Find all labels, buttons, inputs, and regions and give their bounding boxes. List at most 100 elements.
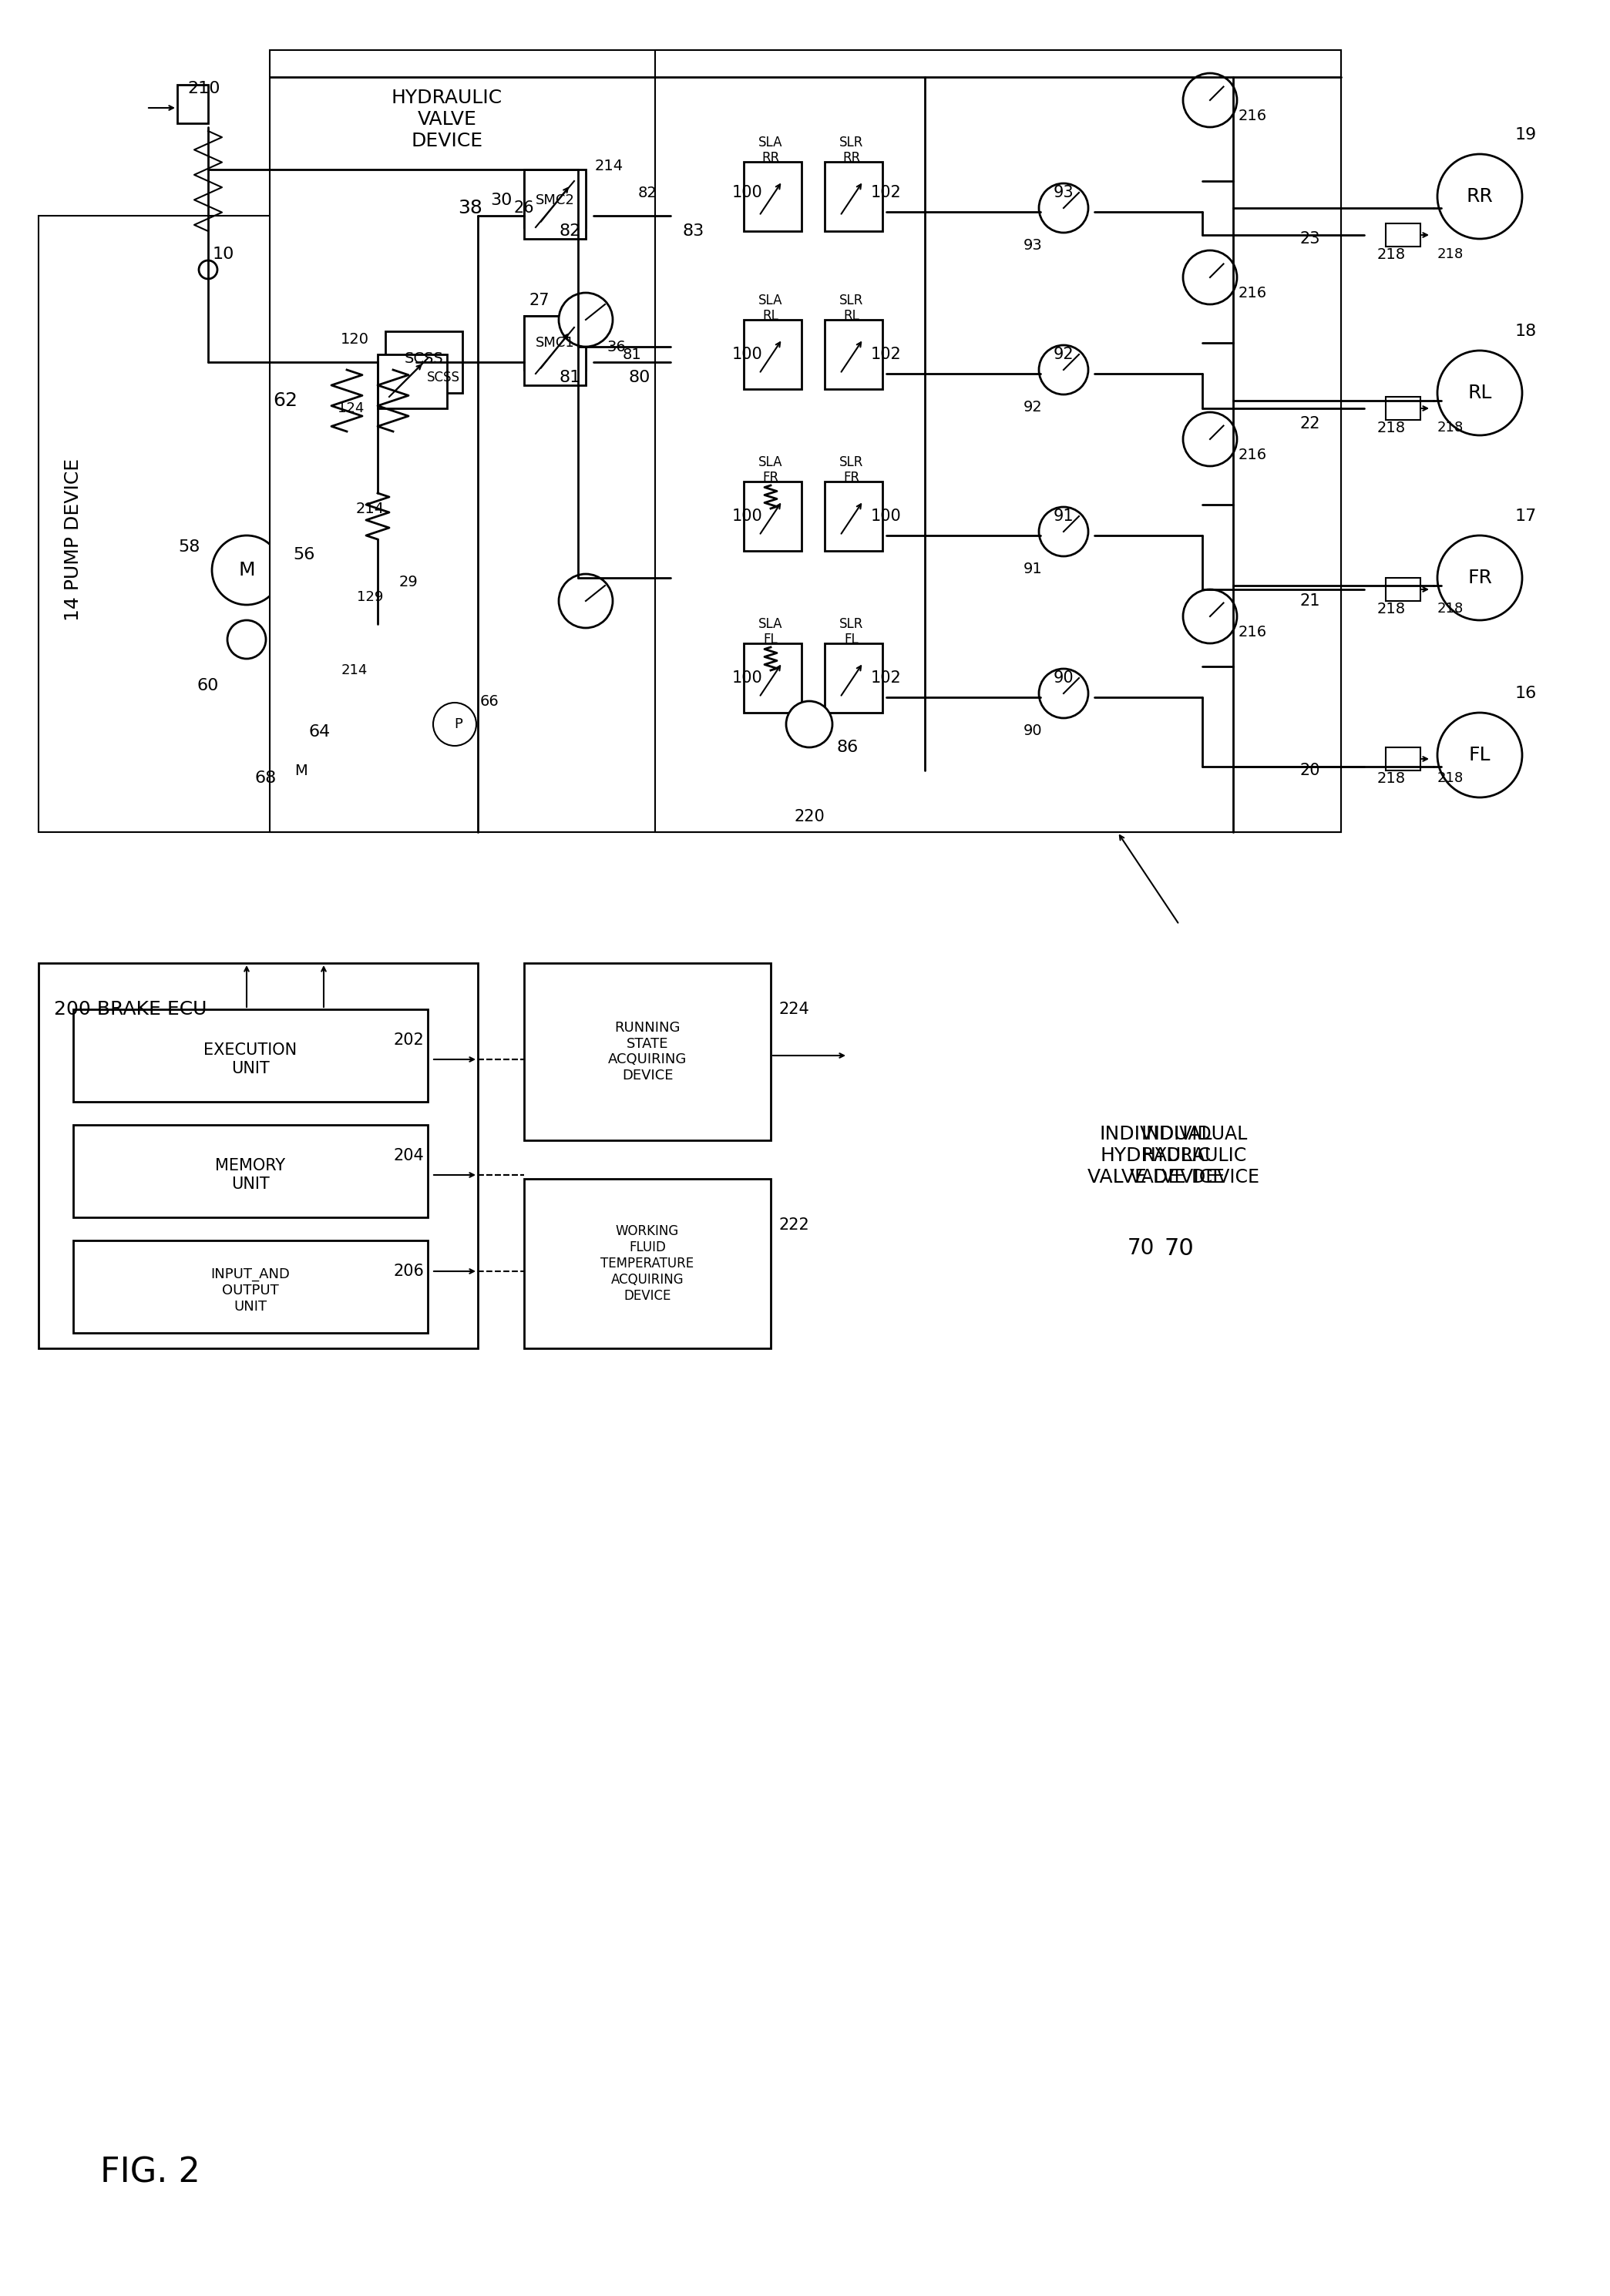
Circle shape <box>559 574 613 627</box>
Circle shape <box>433 703 477 746</box>
Text: SMC1: SMC1 <box>536 335 575 349</box>
Text: 202: 202 <box>393 1033 423 1047</box>
Text: FR: FR <box>1467 569 1492 588</box>
Text: 86: 86 <box>837 739 858 755</box>
Text: 92: 92 <box>1053 347 1074 363</box>
Text: 93: 93 <box>1024 239 1042 253</box>
Text: 19: 19 <box>1515 126 1538 142</box>
Text: 18: 18 <box>1515 324 1538 340</box>
Circle shape <box>1038 184 1088 232</box>
Text: 102: 102 <box>871 347 902 363</box>
Circle shape <box>277 664 324 709</box>
Bar <box>39 216 478 831</box>
Circle shape <box>1038 344 1088 395</box>
Bar <box>525 317 586 386</box>
Text: 83: 83 <box>683 223 705 239</box>
Bar <box>525 317 586 370</box>
Text: 100: 100 <box>871 507 902 523</box>
Circle shape <box>786 700 832 748</box>
Text: WORKING
FLUID
TEMPERATURE
ACQUIRING
DEVICE: WORKING FLUID TEMPERATURE ACQUIRING DEVI… <box>601 1224 694 1302</box>
Text: 22: 22 <box>1299 416 1320 432</box>
Text: RR: RR <box>1467 188 1492 207</box>
Text: SLA
FL: SLA FL <box>758 618 782 647</box>
Text: 58: 58 <box>177 540 200 556</box>
Text: 10: 10 <box>213 246 235 262</box>
Text: P: P <box>454 716 462 730</box>
Text: SLR
FL: SLR FL <box>839 618 863 647</box>
Text: 214: 214 <box>341 664 367 677</box>
Text: 68: 68 <box>254 771 277 785</box>
Text: 90: 90 <box>1024 723 1042 737</box>
Text: 210: 210 <box>188 80 221 96</box>
Text: SLA
RR: SLA RR <box>758 135 782 165</box>
Bar <box>744 319 802 388</box>
Bar <box>72 1010 428 1102</box>
Text: 70: 70 <box>1164 1238 1195 1258</box>
Text: 80: 80 <box>630 370 650 386</box>
Text: 218: 218 <box>1438 771 1463 785</box>
Circle shape <box>200 259 217 278</box>
Text: 27: 27 <box>530 294 549 308</box>
Circle shape <box>213 535 282 604</box>
Bar <box>39 962 478 1348</box>
Text: 216: 216 <box>1238 108 1267 124</box>
Text: 14 PUMP DEVICE: 14 PUMP DEVICE <box>64 457 82 620</box>
Bar <box>72 1125 428 1217</box>
Circle shape <box>1183 413 1236 466</box>
Text: 102: 102 <box>871 670 902 687</box>
Text: SMC2: SMC2 <box>535 193 575 207</box>
Bar <box>332 363 415 432</box>
Circle shape <box>1038 507 1088 556</box>
Text: 38: 38 <box>457 200 483 218</box>
Bar <box>655 51 1341 831</box>
Circle shape <box>227 620 266 659</box>
Bar <box>824 482 882 551</box>
Circle shape <box>1438 712 1521 797</box>
Bar <box>744 643 802 712</box>
Bar <box>744 482 802 551</box>
Text: 206: 206 <box>393 1263 423 1279</box>
Text: 26: 26 <box>514 200 535 216</box>
Bar <box>177 85 208 124</box>
Text: 17: 17 <box>1515 507 1538 523</box>
Text: 81: 81 <box>559 370 581 386</box>
Text: SLA
FR: SLA FR <box>758 455 782 484</box>
Text: 90: 90 <box>1053 670 1074 687</box>
Bar <box>824 643 882 712</box>
Ellipse shape <box>285 358 332 436</box>
Circle shape <box>1183 250 1236 305</box>
Text: 29: 29 <box>399 574 419 590</box>
Bar <box>1386 748 1420 771</box>
Text: 124: 124 <box>338 402 364 416</box>
Text: 214: 214 <box>594 158 623 172</box>
Text: 82: 82 <box>559 223 581 239</box>
Circle shape <box>1038 668 1088 719</box>
Text: 70: 70 <box>1127 1238 1154 1258</box>
Bar <box>525 174 586 227</box>
Text: 216: 216 <box>1238 448 1267 461</box>
Text: HYDRAULIC
VALVE
DEVICE: HYDRAULIC VALVE DEVICE <box>391 90 502 149</box>
Bar <box>1386 397 1420 420</box>
Text: RL: RL <box>1468 383 1492 402</box>
Text: 218: 218 <box>1438 248 1463 262</box>
Text: 64: 64 <box>309 723 330 739</box>
Text: 60: 60 <box>196 677 219 693</box>
Text: 216: 216 <box>1238 285 1267 301</box>
Text: 224: 224 <box>779 1001 810 1017</box>
Text: INDIVIDUAL
HYDRAULIC
VALVE DEVICE: INDIVIDUAL HYDRAULIC VALVE DEVICE <box>1130 1125 1259 1187</box>
Text: 62: 62 <box>272 390 298 411</box>
Text: 218: 218 <box>1438 420 1463 434</box>
Text: 100: 100 <box>733 507 763 523</box>
Text: MEMORY
UNIT: MEMORY UNIT <box>216 1157 285 1192</box>
Text: 218: 218 <box>1377 420 1406 434</box>
Text: EXECUTION
UNIT: EXECUTION UNIT <box>204 1042 298 1077</box>
Text: 81: 81 <box>623 347 641 363</box>
Text: 21: 21 <box>1299 592 1320 608</box>
Bar <box>72 1240 428 1334</box>
Text: M: M <box>238 560 254 579</box>
Bar <box>270 51 1341 831</box>
Text: 120: 120 <box>340 331 369 347</box>
Text: 100: 100 <box>733 670 763 687</box>
Text: 100: 100 <box>733 347 763 363</box>
Bar <box>824 161 882 232</box>
